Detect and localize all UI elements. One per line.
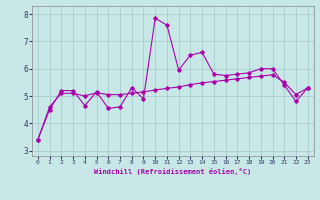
X-axis label: Windchill (Refroidissement éolien,°C): Windchill (Refroidissement éolien,°C) xyxy=(94,168,252,175)
